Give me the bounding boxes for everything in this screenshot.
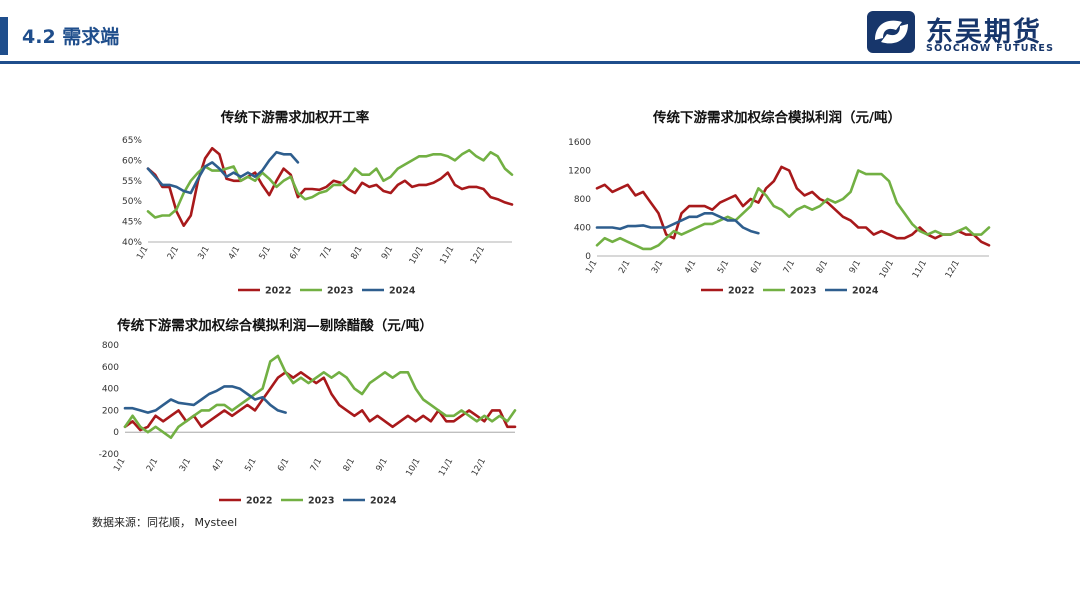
y-tick-label: 50% [122, 197, 142, 207]
series-line-2022 [123, 370, 517, 432]
legend-label-2022: 2022 [728, 286, 754, 297]
chart-title: 传统下游需求加权综合模拟利润（元/吨） [652, 109, 901, 126]
chart-title: 传统下游需求加权开工率 [220, 109, 370, 126]
x-tick-label: 6/1 [749, 259, 765, 276]
x-tick-label: 6/1 [276, 457, 292, 474]
logo-name-en: SOOCHOW FUTURES [926, 43, 1055, 54]
y-tick-label: 65% [122, 136, 142, 146]
x-tick-label: 11/1 [911, 259, 929, 281]
x-tick-label: 8/1 [349, 245, 365, 262]
x-tick-label: 9/1 [848, 259, 864, 276]
legend-label-2022: 2022 [246, 496, 272, 507]
y-tick-label: 400 [574, 224, 591, 234]
y-tick-label: 0 [113, 428, 119, 438]
x-tick-label: 11/1 [437, 457, 455, 479]
y-tick-label: 55% [122, 177, 142, 187]
y-tick-label: 40% [122, 238, 142, 248]
legend-label-2023: 2023 [308, 496, 334, 507]
x-tick-label: 7/1 [319, 245, 335, 262]
title-accent-bar [0, 17, 8, 55]
x-tick-label: 6/1 [288, 245, 304, 262]
x-tick-label: 10/1 [878, 259, 896, 281]
series-line-2023 [123, 354, 517, 439]
x-tick-label: 9/1 [374, 457, 390, 474]
x-tick-label: 5/1 [716, 259, 732, 276]
logo-name-cn: 东吴期货 [926, 17, 1042, 48]
x-tick-label: 3/1 [178, 457, 194, 474]
y-tick-label: 1200 [568, 167, 591, 177]
page-title: 4.2 需求端 [22, 26, 120, 48]
x-tick-label: 5/1 [257, 245, 273, 262]
x-tick-label: 9/1 [380, 245, 396, 262]
x-tick-label: 8/1 [342, 457, 358, 474]
y-tick-label: 600 [102, 363, 119, 373]
x-tick-label: 10/1 [404, 457, 422, 479]
series-line-2024 [595, 212, 760, 235]
y-tick-label: 60% [122, 156, 142, 166]
x-tick-label: 12/1 [944, 259, 962, 281]
company-logo: 东吴期货 SOOCHOW FUTURES [866, 8, 1066, 56]
y-tick-label: 400 [102, 385, 119, 395]
y-tick-label: 1600 [568, 138, 591, 148]
logo-mark-icon [867, 11, 915, 53]
legend-label-2023: 2023 [790, 286, 816, 297]
slide-header: 4.2 需求端 东吴期货 SOOCHOW FUTURES [0, 0, 1080, 64]
x-tick-label: 12/1 [470, 457, 488, 479]
x-tick-label: 7/1 [782, 259, 798, 276]
y-tick-label: 45% [122, 218, 142, 228]
x-tick-label: 7/1 [309, 457, 325, 474]
legend-label-2024: 2024 [370, 496, 397, 507]
y-tick-label: 0 [585, 252, 591, 262]
legend-label-2023: 2023 [327, 286, 353, 297]
data-source-note: 数据来源：同花顺， Mysteel [92, 516, 238, 529]
series-line-2022 [595, 165, 991, 247]
x-tick-label: 5/1 [243, 457, 259, 474]
legend-label-2024: 2024 [852, 286, 879, 297]
chart-simulated-profit-ex-acetic: 传统下游需求加权综合模拟利润—剔除醋酸（元/吨） -200 0 200 400 600 80… [85, 310, 525, 510]
y-tick-label: 800 [102, 341, 119, 351]
series-line-2022 [146, 146, 514, 227]
x-tick-label: 3/1 [196, 245, 212, 262]
legend-label-2024: 2024 [389, 286, 416, 297]
x-tick-label: 8/1 [815, 259, 831, 276]
chart-title: 传统下游需求加权综合模拟利润—剔除醋酸（元/吨） [116, 317, 432, 334]
legend-label-2022: 2022 [265, 286, 291, 297]
y-tick-label: -200 [99, 450, 120, 460]
y-tick-label: 200 [102, 406, 119, 416]
series-line-2023 [595, 169, 991, 251]
chart-svg: 传统下游需求加权综合模拟利润—剔除醋酸（元/吨） -200 0 200 400 600 80… [99, 317, 517, 507]
x-tick-label: 12/1 [469, 245, 487, 267]
x-tick-label: 4/1 [227, 245, 243, 262]
header-rule [0, 61, 1080, 64]
chart-operating-rate: 传统下游需求加权开工率 40% 45% 50% 55% 60% 65% 1/1 2/1 3/1 4/… [100, 102, 530, 300]
x-tick-label: 4/1 [210, 457, 226, 474]
x-tick-label: 2/1 [145, 457, 161, 474]
x-tick-label: 10/1 [408, 245, 426, 267]
x-tick-label: 3/1 [650, 259, 666, 276]
series-line-2024 [146, 150, 300, 195]
chart-simulated-profit: 传统下游需求加权综合模拟利润（元/吨） 0 400 800 1200 1600 1/1 2/1… [565, 102, 995, 300]
x-tick-label: 11/1 [438, 245, 456, 267]
y-tick-label: 800 [574, 195, 591, 205]
x-tick-label: 2/1 [166, 245, 182, 262]
series-line-2024 [123, 385, 287, 414]
series-line-2023 [146, 148, 514, 219]
x-tick-label: 2/1 [617, 259, 633, 276]
x-tick-label: 4/1 [683, 259, 699, 276]
